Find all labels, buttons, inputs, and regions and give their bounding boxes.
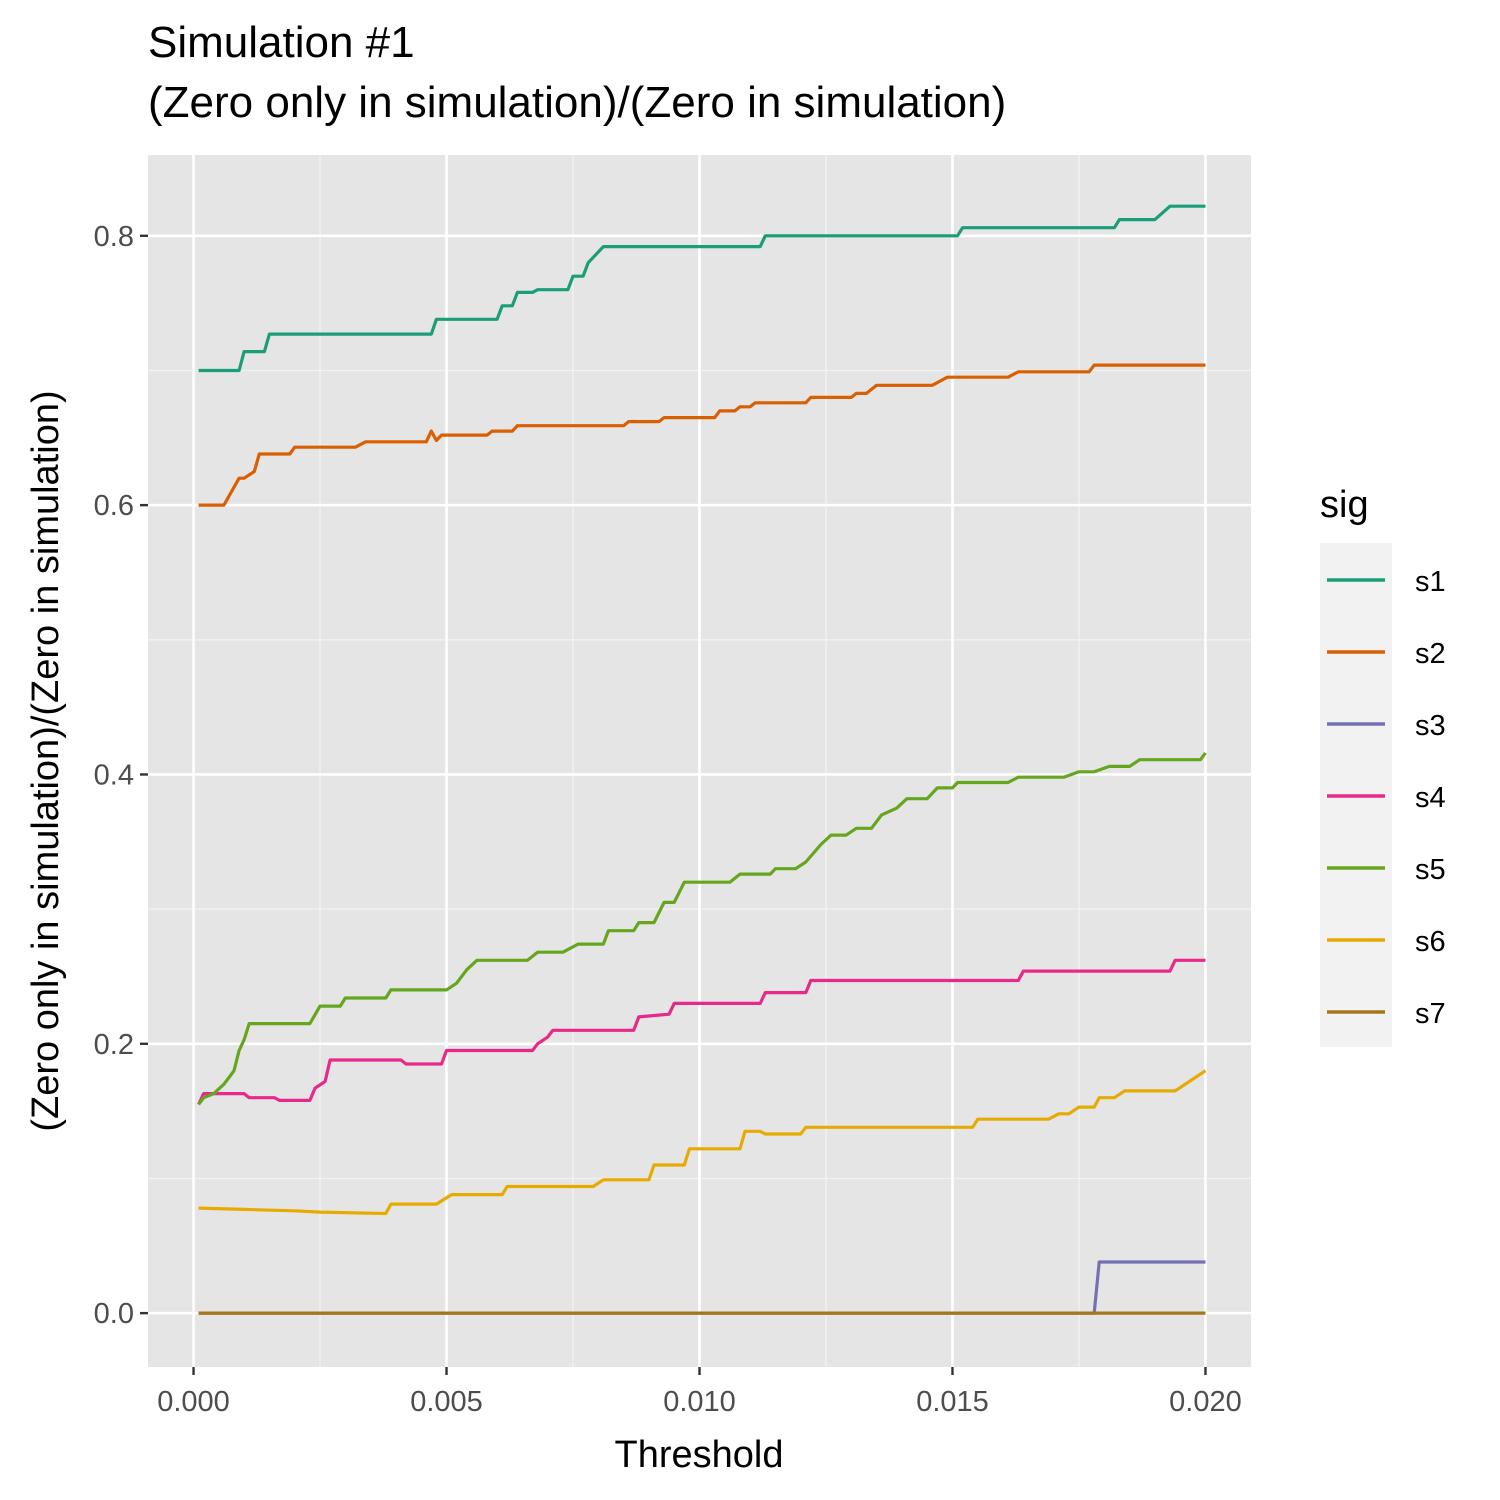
series-line-s6 (198, 1069, 1207, 1216)
x-axis: 0.000 0.005 0.010 0.015 0.020 (157, 1367, 1242, 1418)
legend-label-s4: s4 (1415, 782, 1446, 814)
legend-title: sig (1320, 484, 1369, 526)
y-tick-label: 0.4 (94, 759, 134, 791)
y-axis-title: (Zero only in simulation)/(Zero in simul… (25, 390, 67, 1131)
y-axis: 0.0 0.2 0.4 0.6 0.8 (94, 221, 148, 1330)
y-tick-label: 0.6 (94, 490, 134, 522)
x-tick-label: 0.005 (410, 1386, 483, 1418)
series-line-s4 (197, 958, 1206, 1106)
legend-label-s6: s6 (1415, 926, 1446, 958)
series-line-s1 (198, 204, 1206, 373)
x-tick-label: 0.000 (157, 1386, 230, 1418)
legend-label-s3: s3 (1415, 710, 1446, 742)
legend-label-s2: s2 (1415, 638, 1446, 670)
y-tick-label: 0.0 (94, 1298, 134, 1330)
x-tick-label: 0.010 (663, 1386, 736, 1418)
legend: sig s1 s2 s3 s4 s5 s6 s7 (1320, 484, 1446, 1047)
legend-label-s5: s5 (1415, 854, 1446, 886)
x-tick-label: 0.015 (916, 1386, 989, 1418)
series-lines (197, 204, 1207, 1315)
chart-title: Simulation #1 (148, 18, 415, 67)
chart-subtitle: (Zero only in simulation)/(Zero in simul… (148, 78, 1007, 127)
series-line-s2 (198, 363, 1206, 507)
y-tick-label: 0.8 (94, 221, 134, 253)
y-tick-label: 0.2 (94, 1029, 134, 1061)
legend-label-s7: s7 (1415, 998, 1446, 1030)
series-line-s5 (197, 751, 1207, 1106)
legend-label-s1: s1 (1415, 566, 1446, 598)
legend-items: s1 s2 s3 s4 s5 s6 s7 (1327, 566, 1446, 1030)
x-axis-title: Threshold (615, 1434, 784, 1476)
x-tick-label: 0.020 (1169, 1386, 1242, 1418)
